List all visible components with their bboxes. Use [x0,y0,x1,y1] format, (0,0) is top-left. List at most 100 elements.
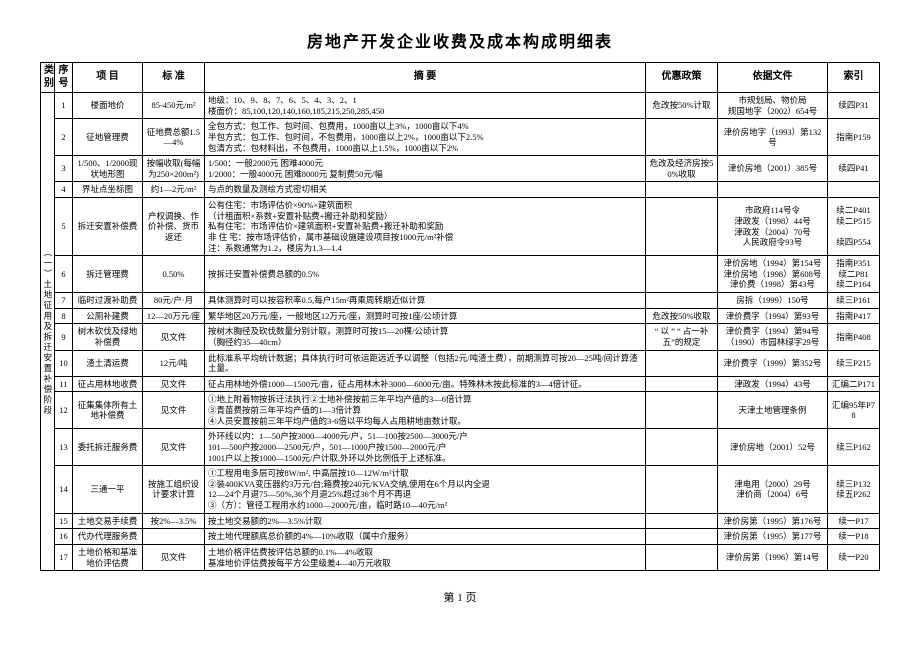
item-cell: 土地交易手续费 [73,513,143,529]
basis-cell: 津政发（1994）43号 [718,376,828,392]
basis-cell: 津价房第（1996）第14号 [718,544,828,570]
item-cell: 征地管理费 [73,119,143,156]
hdr-policy: 优惠政策 [646,63,718,93]
seq-cell: 2 [55,119,73,156]
table-row: 7临时过渡补助费80元/户·月具体测算时可以按容积率0.5,每户15m²再乘周转… [41,293,880,309]
seq-cell: 16 [55,529,73,545]
desc-cell: ①工程用电多层可按8W/m², 中高层按10—12W/m²计取 ②装400KVA… [205,466,646,514]
policy-cell [646,392,718,429]
seq-cell: 7 [55,293,73,309]
table-row: 2征地管理费征地费总额1.5—4%全包方式：包工作、包时间、包费用，1000亩以… [41,119,880,156]
desc-cell: 具体测算时可以按容积率0.5,每户15m²再乘周转期近似计算 [205,293,646,309]
desc-cell: 此标准系平均统计数据；具体执行时可依运距远近予以调整（包括2元/吨渣土费），前期… [205,350,646,376]
item-cell: 代办代理服务费 [73,529,143,545]
table-row: 6拆迁管理费0.50%按拆迁安置补偿费总额的0.5%津价房地（1994）第154… [41,256,880,293]
idx-cell: 汇编95年P78 [828,392,880,429]
hdr-basis: 依据文件 [718,63,828,93]
idx-cell: 指南P351 续二P81 续二P164 [828,256,880,293]
policy-cell [646,119,718,156]
std-cell: 12元/吨 [143,350,205,376]
policy-cell [646,513,718,529]
table-row: （一）土地征用及拆迁安置补偿阶段1楼面地价85-450元/m²地级：10、9、8… [41,93,880,119]
item-cell: 公厕补建费 [73,308,143,324]
hdr-category: 类别 [41,63,55,93]
std-cell: 0.50% [143,256,205,293]
seq-cell: 13 [55,429,73,466]
idx-cell: 续三P161 [828,293,880,309]
seq-cell: 6 [55,256,73,293]
page-title: 房地产开发企业收费及成本构成明细表 [40,28,880,52]
desc-cell: 按土地交易额的2%—3.5%计取 [205,513,646,529]
std-cell: 85-450元/m² [143,93,205,119]
std-cell: 见文件 [143,544,205,570]
table-row: 13委托拆迁服务费见文件外环线以内：1—50户按3000—4000元/户，51—… [41,429,880,466]
hdr-seq: 序号 [55,63,73,93]
idx-cell: 续一P17 [828,513,880,529]
policy-cell [646,376,718,392]
policy-cell [646,293,718,309]
item-cell: 委托拆迁服务费 [73,429,143,466]
item-cell: 三通一平 [73,466,143,514]
basis-cell: 津价房地（2001）52号 [718,429,828,466]
table-row: 5拆迁安置补偿费产权调换、作价补偿、货币返还公有住宅：市场评估价×90%×建筑面… [41,198,880,256]
seq-cell: 9 [55,324,73,350]
basis-cell: 津电用（2000）29号 津价商（2004）6号 [718,466,828,514]
policy-cell [646,429,718,466]
idx-cell: 续一P18 [828,529,880,545]
std-cell: 80元/户·月 [143,293,205,309]
std-cell: 约1—2元/m² [143,182,205,198]
idx-cell: 续一P20 [828,544,880,570]
item-cell: 拆迁管理费 [73,256,143,293]
seq-cell: 4 [55,182,73,198]
seq-cell: 14 [55,466,73,514]
std-cell: 按幅收取(每幅为250×200m²) [143,156,205,182]
desc-cell: ①地上附着物按拆迁法执行②土地补偿按前三年平均产值的3—6倍计算 ③青苗费按前三… [205,392,646,429]
seq-cell: 12 [55,392,73,429]
item-cell: 1/500、1/2000现状地形图 [73,156,143,182]
desc-cell: 公有住宅：市场评估价×90%×建筑面积 （计租面积×系数+安置补贴费+搬迁补助和… [205,198,646,256]
idx-cell: 续三P132 续五P262 [828,466,880,514]
hdr-item: 项 目 [73,63,143,93]
basis-cell: 天津土地管理条例 [718,392,828,429]
basis-cell: 津价费字（1994）第93号 [718,308,828,324]
table-row: 16代办代理服务费按土地代理额底总价额的4%—10%收取（属中介服务）津价房第（… [41,529,880,545]
std-cell: 见文件 [143,392,205,429]
desc-cell: 按树木胸径及砍伐数量分别计取，测算时可按15—20棵/公顷计算 （胸径约35—4… [205,324,646,350]
detail-table: 类别 序号 项 目 标 准 摘 要 优惠政策 依据文件 索引 （一）土地征用及拆… [40,62,880,571]
seq-cell: 3 [55,156,73,182]
item-cell: 征占用林地收费 [73,376,143,392]
basis-cell: 津价房地（2001）385号 [718,156,828,182]
table-row: 14三通一平按施工组织设计要求计算①工程用电多层可按8W/m², 中高层按10—… [41,466,880,514]
std-cell [143,529,205,545]
basis-cell: 津价费字（1994）第94号 （1990）市园林绿字29号 [718,324,828,350]
category-cell: （一）土地征用及拆迁安置补偿阶段 [41,93,55,571]
item-cell: 渣土清运费 [73,350,143,376]
seq-cell: 11 [55,376,73,392]
policy-cell [646,256,718,293]
table-row: 4界址点坐标图约1—2元/m²与点的数量及测绘方式密切相关 [41,182,880,198]
hdr-index: 索引 [828,63,880,93]
std-cell: 征地费总额1.5—4% [143,119,205,156]
basis-cell: 津价费字（1999）第352号 [718,350,828,376]
std-cell: 见文件 [143,376,205,392]
seq-cell: 15 [55,513,73,529]
std-cell: 按施工组织设计要求计算 [143,466,205,514]
idx-cell: 续三P162 [828,429,880,466]
seq-cell: 1 [55,93,73,119]
item-cell: 征集集体所有土地补偿费 [73,392,143,429]
basis-cell: 津价房第（1995）第176号 [718,513,828,529]
table-row: 8公厕补建费12—20万元/座繁华地区20万元/座，一般地区12万元/座，测算时… [41,308,880,324]
desc-cell: 繁华地区20万元/座，一般地区12万元/座，测算时可按1座/公顷计算 [205,308,646,324]
policy-cell [646,466,718,514]
hdr-desc: 摘 要 [205,63,646,93]
table-row: 11征占用林地收费见文件征占用林地外偿1000—1500元/亩，征占用林木补30… [41,376,880,392]
desc-cell: 按拆迁安置补偿费总额的0.5% [205,256,646,293]
item-cell: 界址点坐标图 [73,182,143,198]
basis-cell: 市政府114号令 津政发（1998）44号 津政发（2004）70号 人民政府令… [718,198,828,256]
std-cell: 按2%—3.5% [143,513,205,529]
std-cell: 产权调换、作价补偿、货币返还 [143,198,205,256]
table-row: 9树木砍伐及绿地补偿费见文件按树木胸径及砍伐数量分别计取，测算时可按15—20棵… [41,324,880,350]
idx-cell [828,182,880,198]
std-cell: 见文件 [143,429,205,466]
seq-cell: 5 [55,198,73,256]
